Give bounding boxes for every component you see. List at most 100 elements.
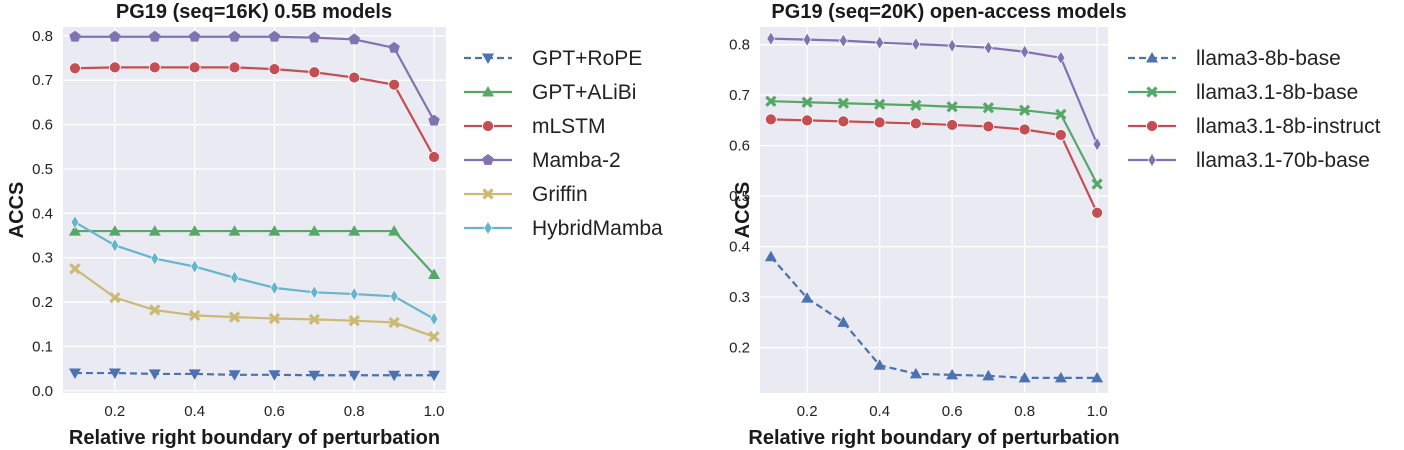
chart-1-series-Griffin xyxy=(69,263,440,343)
chart-2-data-point xyxy=(764,113,777,126)
chart-1-data-point-shape xyxy=(68,225,81,236)
chart-1-series-HybridMamba xyxy=(70,215,439,326)
chart-2-data-point xyxy=(873,359,886,370)
chart-1-data-point-shape xyxy=(348,370,361,382)
chart-2-data-point-shape xyxy=(801,292,814,303)
chart-1-y-tick-label: 0.8 xyxy=(32,28,53,45)
chart-1-data-point-shape xyxy=(70,215,80,230)
chart-1-data-point xyxy=(68,225,81,236)
chart-2-data-point xyxy=(1018,371,1031,383)
chart-1-data-point-shape xyxy=(69,62,81,75)
chart-1-data-point-shape xyxy=(309,285,319,300)
chart-1-data-point xyxy=(108,225,121,236)
chart-1-data-point xyxy=(309,285,319,300)
chart-1-data-point-shape xyxy=(228,30,241,42)
chart-1-data-point xyxy=(189,309,201,321)
chart-1-data-point xyxy=(428,268,441,280)
chart-2-series-llama3.1-70b-base xyxy=(766,31,1102,152)
chart-1-legend-label: Griffin xyxy=(532,183,588,206)
chart-1-x-tick-label: 0.2 xyxy=(104,403,125,420)
chart-1-y-tick-label: 0.6 xyxy=(32,117,53,134)
chart-1-data-point xyxy=(149,304,161,316)
chart-1-legend-label: GPT+RoPE xyxy=(532,47,642,70)
chart-2-y-tick-label: 0.2 xyxy=(729,340,750,357)
chart-1-data-point-shape xyxy=(190,259,200,274)
chart-2-data-point xyxy=(911,37,921,52)
chart-1-data-point xyxy=(228,30,241,42)
chart-1-data-point-shape xyxy=(388,225,401,236)
chart-2-y-tick-label: 0.5 xyxy=(729,188,750,205)
chart-1-y-tick-label: 0.3 xyxy=(32,250,53,267)
chart-2-legend-item: llama3.1-70b-base xyxy=(1128,149,1370,172)
chart-2-data-point-shape xyxy=(1018,123,1031,136)
chart-1-x-tick-label: 0.6 xyxy=(264,403,285,420)
chart-1-data-point xyxy=(188,225,201,236)
chart-2-data-point xyxy=(766,31,776,46)
chart-1-legend-marker-shape xyxy=(482,86,494,97)
chart-2-legend-marker xyxy=(1146,52,1158,63)
chart-1-legend-marker xyxy=(483,220,493,236)
chart-1-data-point-shape xyxy=(148,61,161,74)
chart-2-data-point-shape xyxy=(765,95,777,107)
chart-1-data-point-shape xyxy=(268,63,281,76)
chart-1-data-point xyxy=(148,369,161,380)
chart-1-data-point xyxy=(388,78,401,91)
chart-1-y-tick-label: 0.4 xyxy=(32,205,53,222)
chart-1-data-point-shape xyxy=(428,370,441,382)
chart-1-data-point-shape xyxy=(148,225,161,236)
chart-1-y-tick-label: 0.1 xyxy=(32,338,53,355)
chart-2-data-point xyxy=(1018,123,1031,136)
chart-1-data-point-shape xyxy=(388,316,400,329)
chart-1-data-point xyxy=(69,30,81,42)
chart-2-data-point xyxy=(946,101,958,113)
chart-2-legend-label: llama3.1-8b-base xyxy=(1196,81,1358,104)
chart-1-y-tick-label: 0.5 xyxy=(32,161,53,178)
chart-2-y-tick-label: 0.3 xyxy=(729,289,750,306)
chart-2-data-point xyxy=(946,119,959,131)
chart-1-data-point xyxy=(110,238,120,253)
chart-1-data-point xyxy=(228,61,241,74)
chart-2-data-point xyxy=(982,369,995,381)
chart-1-data-point xyxy=(429,311,439,326)
chart-1-data-point xyxy=(388,370,401,382)
chart-2-data-point xyxy=(909,117,922,130)
chart-1-legend-label: Mamba-2 xyxy=(532,149,621,172)
chart-1-data-point xyxy=(268,225,281,236)
chart-2-data-point-shape xyxy=(875,35,884,50)
chart-1-data-point-shape xyxy=(308,66,321,79)
chart-2-legend-label: llama3.1-70b-base xyxy=(1196,149,1370,172)
chart-2-data-point xyxy=(837,316,850,327)
chart-2-data-point xyxy=(1091,371,1104,383)
chart-1-legend-label: HybridMamba xyxy=(532,217,663,240)
chart-1-plot-area xyxy=(63,27,446,393)
chart-2-data-point xyxy=(1091,178,1103,190)
chart-2-data-point-shape xyxy=(947,38,957,53)
chart-1-data-point-shape xyxy=(68,368,81,380)
chart-1: 0.2 0.4 0.6 0.8 1.0 0.0 0.1 0.2 0.3 0.4 0.5 0.6 0.7 0… xyxy=(6,1,663,449)
chart-1-data-point-shape xyxy=(110,238,120,253)
chart-2-legend-item: llama3.1-8b-instruct xyxy=(1128,115,1381,138)
chart-2-data-point xyxy=(984,40,993,55)
chart-1-data-point-shape xyxy=(348,33,360,45)
chart-1-data-point-shape xyxy=(349,286,359,302)
chart-1-data-point-shape xyxy=(148,369,161,380)
chart-2: 0.2 0.4 0.6 0.8 1.0 0.2 0.3 0.4 0.5 0.6 0.7 0.8 PG19… xyxy=(729,1,1380,449)
chart-1-data-point xyxy=(69,62,81,75)
chart-1-series-line xyxy=(74,66,435,158)
chart-1-series-GPT+ALiBi xyxy=(68,225,441,280)
chart-1-data-point xyxy=(148,61,161,74)
chart-2-data-point-shape xyxy=(946,368,959,380)
chart-1-data-point-shape xyxy=(109,291,121,304)
chart-1-legend-label: mLSTM xyxy=(532,115,606,138)
chart-1-data-point-shape xyxy=(308,370,321,382)
chart-1-data-point xyxy=(348,33,360,45)
chart-2-x-tick-label: 0.2 xyxy=(797,403,818,420)
chart-2-data-point xyxy=(1054,129,1067,141)
chart-2-x-axis-label: Relative right boundary of perturbation xyxy=(748,427,1119,449)
chart-1-data-point-shape xyxy=(108,61,121,74)
chart-2-data-point-shape xyxy=(766,31,776,46)
chart-2-y-axis-label: ACCS xyxy=(732,182,754,239)
chart-2-data-point xyxy=(1020,44,1029,59)
chart-2-data-point-shape xyxy=(873,116,886,129)
